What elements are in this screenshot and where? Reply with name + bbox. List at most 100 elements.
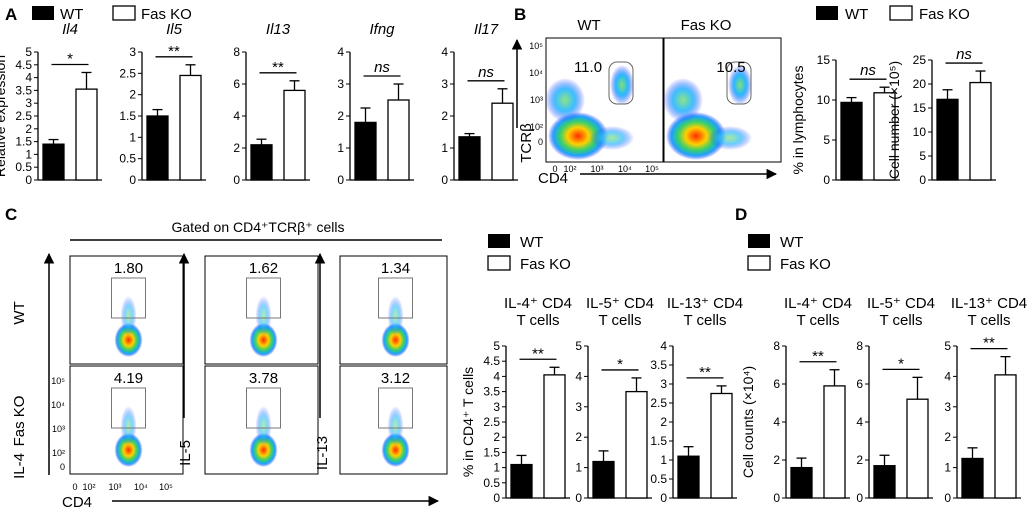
bar-chart-a3: 0 2 4 6 8 ** Il13 [233, 21, 310, 187]
il13-axis-label: IL-13 [314, 436, 331, 470]
bar-fas-ko [75, 88, 98, 181]
y-tick-label: 6 [856, 377, 863, 391]
flow-c-pct-ko-3: 3.12 [381, 370, 410, 387]
bar-fas-ko [625, 390, 648, 499]
y-tick-label: 0.5 [483, 476, 500, 490]
legend-ko-label: Fas KO [919, 6, 970, 23]
chart-title: IL-13⁺ CD4 [667, 295, 743, 312]
svg-text:10²: 10² [563, 164, 576, 174]
y-tick-label: 2.5 [15, 109, 32, 123]
y-tick-label: 2.5 [119, 66, 136, 80]
y-axis-label: Cell number (×10⁵) [886, 61, 902, 179]
flow-plot-b-wt [545, 37, 664, 163]
svg-text:0: 0 [538, 137, 543, 147]
y-tick-label: 0 [944, 491, 951, 505]
y-tick-label: 15 [913, 101, 927, 115]
svg-text:10²: 10² [52, 448, 65, 458]
legend-ko-swatch [889, 5, 913, 21]
y-tick-label: 5 [25, 45, 32, 59]
y-tick-label: 2 [773, 453, 780, 467]
significance-label: ** [272, 59, 284, 76]
legend-ko-swatch [747, 255, 771, 271]
y-tick-label: 3 [575, 400, 582, 414]
row-label-ko: Fas KO [11, 396, 28, 447]
legend-ko-label: Fas KO [520, 256, 571, 273]
flow-b-title-wt: WT [577, 17, 600, 34]
bar-chart-b2: 0 5 10 15 20 25 ns Cell number (×10⁵) [886, 46, 996, 187]
y-tick-label: 2 [25, 122, 32, 136]
y-tick-label: 0 [773, 491, 780, 505]
legend-ko-label: Fas KO [780, 256, 831, 273]
bar-fas-ko [179, 74, 202, 181]
y-tick-label: 5 [919, 149, 926, 163]
y-tick-label: 5 [944, 339, 951, 353]
y-tick-label: 1.5 [15, 135, 32, 149]
legend-wt-swatch [816, 6, 838, 20]
chart-title: T cells [598, 312, 641, 329]
significance-label: ** [812, 348, 824, 365]
y-tick-label: 0 [493, 491, 500, 505]
flow-plot-c-wt-1: 1.80 [69, 255, 184, 365]
y-tick-label: 0 [575, 491, 582, 505]
bar-fas-ko [543, 374, 566, 499]
chart-title: IL-5⁺ CD4 [867, 295, 935, 312]
y-tick-label: 3 [660, 377, 667, 391]
chart-title: T cells [967, 312, 1010, 329]
chart-title: T cells [683, 312, 726, 329]
significance-label: ** [699, 364, 711, 381]
bar-wt [936, 98, 959, 181]
bar-wt [873, 465, 896, 499]
significance-label: ** [532, 345, 544, 362]
flow-c-pct-wt-1: 1.80 [114, 260, 143, 277]
significance-label: ns [956, 46, 972, 63]
significance-label: * [898, 355, 904, 372]
y-tick-label: 4 [773, 415, 780, 429]
flow-plot-c-ko-2: 3.78 [204, 365, 319, 475]
y-tick-label: 1.5 [119, 109, 136, 123]
svg-text:10³: 10³ [108, 482, 121, 492]
y-tick-label: 3 [25, 96, 32, 110]
y-tick-label: 10 [913, 125, 927, 139]
flow-b-title-ko: Fas KO [681, 17, 732, 34]
y-tick-label: 0 [233, 173, 240, 187]
y-tick-label: 8 [856, 339, 863, 353]
chart-title: Ifng [369, 21, 395, 38]
chart-title: Il5 [166, 21, 183, 38]
significance-label: * [67, 50, 73, 67]
panel-label-b: B [514, 5, 526, 24]
chart-title: Il17 [474, 21, 499, 38]
svg-text:0: 0 [72, 482, 77, 492]
bar-wt [592, 460, 615, 499]
svg-text:10⁴: 10⁴ [529, 68, 543, 78]
bar-fas-ko [994, 374, 1017, 499]
svg-text:10²: 10² [530, 122, 543, 132]
y-tick-label: 4 [856, 415, 863, 429]
y-tick-label: 3.5 [650, 358, 667, 372]
y-tick-label: 1 [493, 461, 500, 475]
y-tick-label: 4 [493, 369, 500, 383]
y-tick-label: 10 [817, 93, 831, 107]
svg-text:10⁵: 10⁵ [159, 482, 173, 492]
panel-label-a: A [5, 5, 17, 24]
flow-b-yticks: 10⁵ 10⁴ 10³ 10² 0 [529, 41, 543, 147]
flow-b-pct-ko: 10.5 [716, 59, 745, 76]
flow-plot-c-ko-3: 3.12 [339, 365, 448, 475]
bar-wt [354, 121, 377, 181]
y-tick-label: 3.5 [483, 385, 500, 399]
chart-title: Il13 [266, 21, 291, 38]
legend-ko-label: Fas KO [141, 6, 192, 23]
chart-title: T cells [796, 312, 839, 329]
bar-wt [510, 463, 533, 499]
y-tick-label: 2 [575, 430, 582, 444]
y-tick-label: 3 [441, 77, 448, 91]
significance-label: ** [168, 43, 180, 60]
bar-fas-ko [387, 99, 410, 181]
significance-label: * [617, 356, 623, 373]
legend-wt-swatch [488, 234, 510, 248]
svg-text:10³: 10³ [530, 95, 543, 105]
y-tick-label: 0 [823, 173, 830, 187]
legend-wt-label: WT [60, 6, 83, 23]
